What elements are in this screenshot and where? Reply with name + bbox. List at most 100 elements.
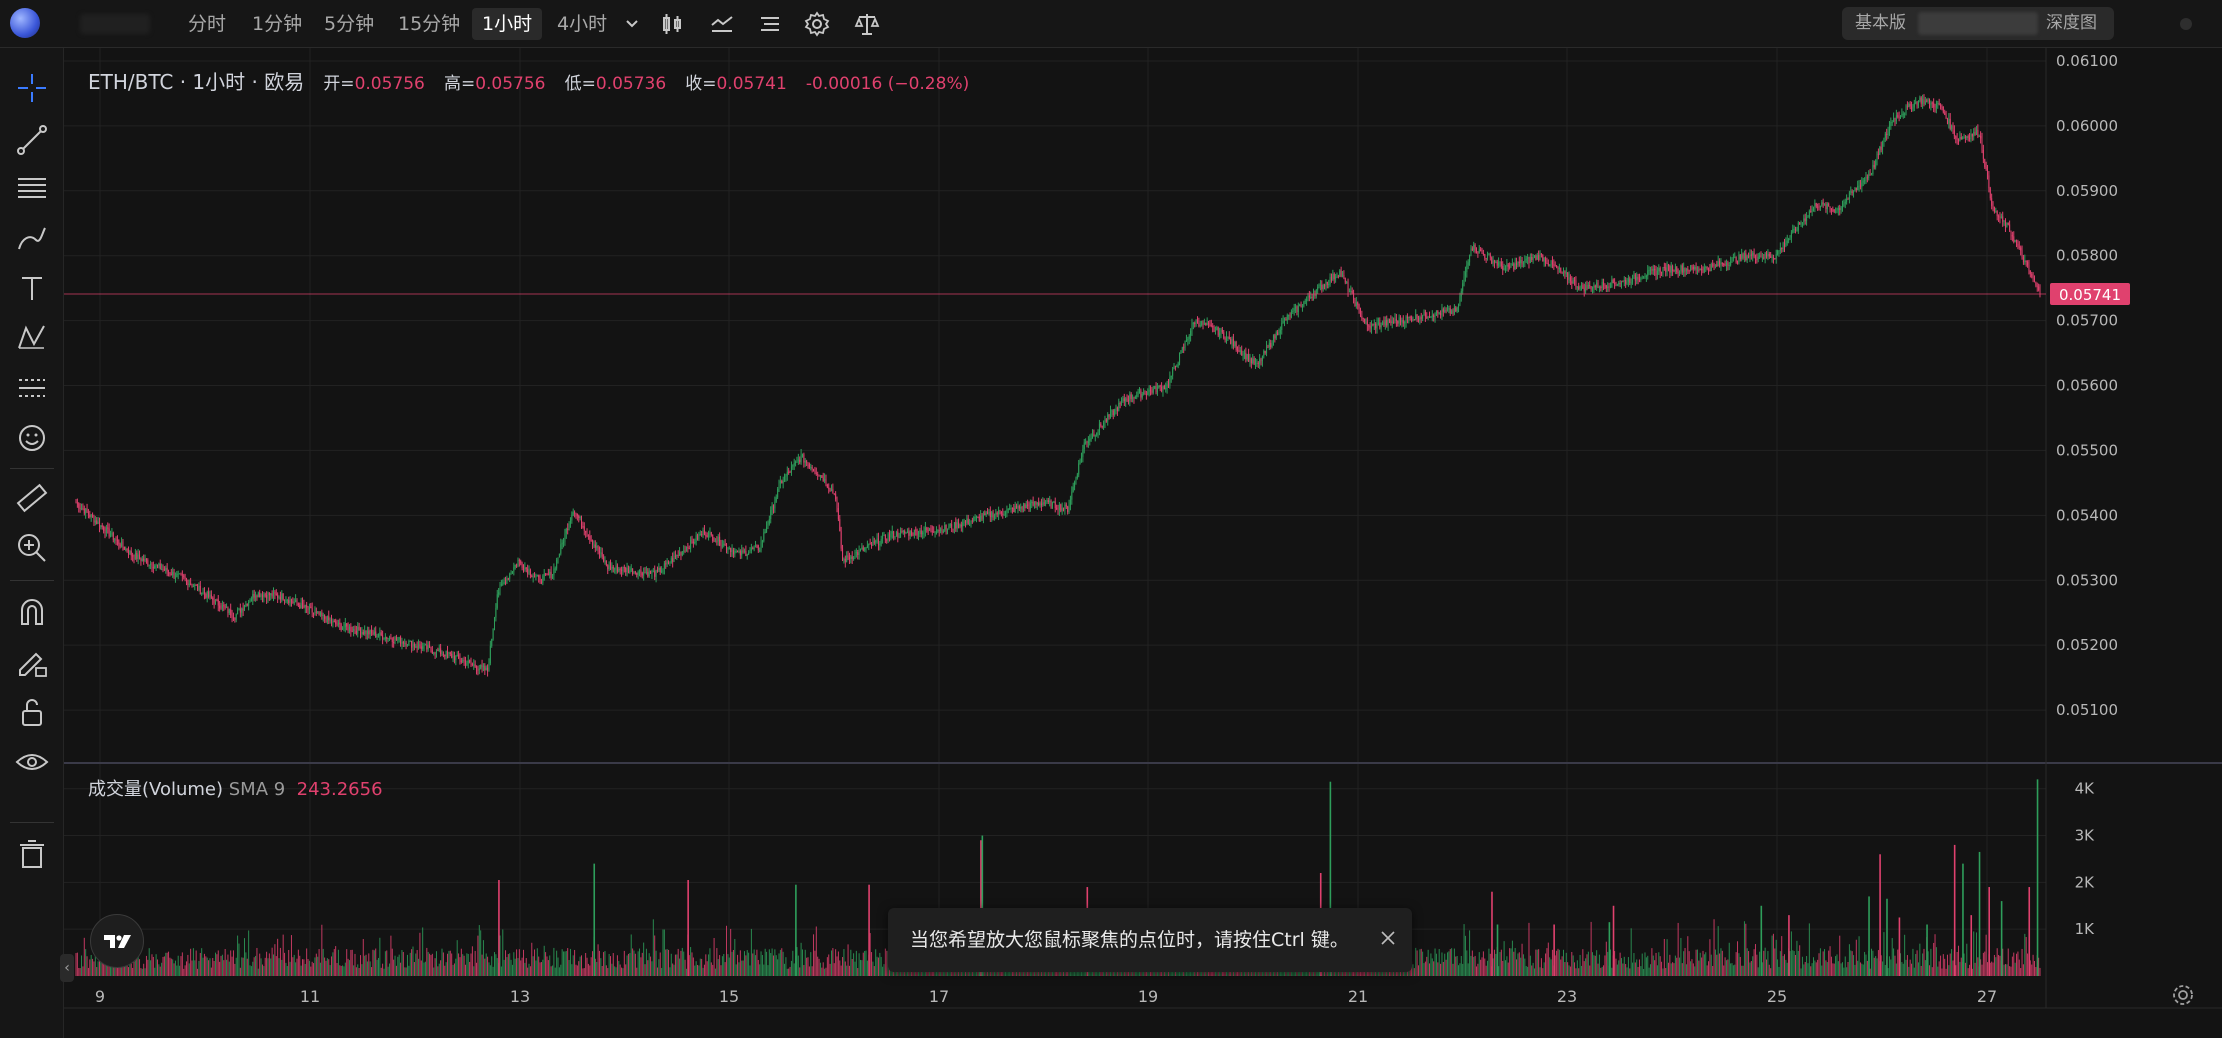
candle-body xyxy=(1604,285,1606,287)
pattern-icon[interactable] xyxy=(14,320,50,356)
app-logo[interactable] xyxy=(10,8,40,38)
candle-body xyxy=(86,508,88,513)
candle-body xyxy=(673,555,675,562)
price-chart[interactable]: 0.057410.061000.060000.059000.058000.057… xyxy=(64,48,2222,1038)
zoom-in-icon[interactable] xyxy=(14,530,50,566)
candle-body xyxy=(561,542,563,545)
indicators-icon[interactable] xyxy=(708,10,736,38)
candle-body xyxy=(1431,315,1433,317)
candle-body xyxy=(1996,211,1998,217)
candle-body xyxy=(630,568,632,571)
volume-bar xyxy=(408,965,410,976)
candle-body xyxy=(557,557,559,560)
candle-body xyxy=(687,547,689,549)
trendline-icon[interactable] xyxy=(14,122,50,158)
crosshair-icon[interactable] xyxy=(14,70,50,106)
candle-body xyxy=(1453,307,1455,314)
candle-body xyxy=(1962,137,1964,140)
volume-bar xyxy=(76,952,78,976)
volume-bar xyxy=(1604,955,1606,976)
timeframe-1min[interactable]: 1分钟 xyxy=(252,13,303,35)
trash-icon[interactable] xyxy=(14,836,50,872)
forecast-icon[interactable] xyxy=(14,370,50,406)
close-icon[interactable] xyxy=(1378,928,1398,948)
volume-bar xyxy=(227,954,229,976)
chart-settings-icon[interactable] xyxy=(2170,982,2196,1008)
volume-bar xyxy=(418,958,420,976)
view-depth-tab[interactable]: 深度图 xyxy=(2046,13,2097,33)
candle-body xyxy=(1105,419,1107,422)
timeframe-15min[interactable]: 15分钟 xyxy=(398,13,461,35)
chevron-down-icon[interactable] xyxy=(618,10,642,38)
candle-body xyxy=(296,599,298,604)
candle-body xyxy=(1249,358,1251,362)
volume-bar xyxy=(85,949,87,976)
volume-bar xyxy=(1721,950,1723,976)
candle-body xyxy=(427,645,429,650)
candle-body xyxy=(1451,310,1453,314)
timeframe-fenshi[interactable]: 分时 xyxy=(188,13,227,35)
candle-body xyxy=(922,532,924,535)
collapse-toolbar-button[interactable]: ‹ xyxy=(60,954,74,982)
candle-body xyxy=(1615,284,1617,286)
candles-icon[interactable] xyxy=(658,10,686,38)
magnet-icon[interactable] xyxy=(14,594,50,630)
text-icon[interactable] xyxy=(14,270,50,306)
candle-body xyxy=(362,632,364,634)
lock-draw-icon[interactable] xyxy=(14,644,50,680)
candle-body xyxy=(723,543,725,546)
candle-body xyxy=(173,571,175,578)
candle-body xyxy=(1049,500,1051,502)
candle-body xyxy=(1984,158,1986,167)
emoji-icon[interactable] xyxy=(14,420,50,456)
timeframe-5min[interactable]: 5分钟 xyxy=(324,13,375,35)
candle-body xyxy=(877,538,879,546)
volume-bar xyxy=(1641,953,1643,976)
volume-bar xyxy=(596,961,598,976)
candle-body xyxy=(661,570,663,573)
view-basic-tab[interactable]: 基本版 xyxy=(1855,13,1906,33)
volume-bar xyxy=(112,964,114,976)
candle-body xyxy=(764,531,766,533)
volume-bar xyxy=(2027,953,2029,976)
timeframe-1h[interactable]: 1小时 xyxy=(472,8,543,40)
compare-icon[interactable] xyxy=(853,10,881,38)
volume-bar xyxy=(714,968,716,976)
volume-bar xyxy=(174,960,176,976)
volume-bar xyxy=(1464,935,1466,976)
volume-bar xyxy=(1890,959,1892,976)
candle-body xyxy=(176,573,178,577)
ruler-icon[interactable] xyxy=(14,480,50,516)
candle-body xyxy=(1818,206,1820,208)
tradingview-logo[interactable] xyxy=(90,914,144,968)
candle-body xyxy=(351,631,353,633)
candle-body xyxy=(1172,369,1174,376)
candle-body xyxy=(377,635,379,637)
candle-body xyxy=(568,523,570,530)
volume-bar xyxy=(161,962,163,976)
eye-icon[interactable] xyxy=(14,744,50,780)
volume-bar xyxy=(505,950,507,976)
brush-icon[interactable] xyxy=(14,220,50,256)
volume-bar xyxy=(1872,950,1874,976)
volume-bar xyxy=(1417,965,1419,976)
volume-bar xyxy=(1934,934,1936,976)
candle-body xyxy=(282,593,284,600)
volume-bar xyxy=(1521,943,1523,976)
candle-body xyxy=(1402,320,1404,324)
candle-body xyxy=(1688,270,1690,272)
settings-icon[interactable] xyxy=(803,10,831,38)
unlock-icon[interactable] xyxy=(14,694,50,730)
candle-body xyxy=(1539,253,1541,260)
volume-bar xyxy=(525,958,527,976)
layout-icon[interactable] xyxy=(756,10,784,38)
candle-body xyxy=(988,511,990,514)
volume-bar xyxy=(510,959,512,976)
fib-icon[interactable] xyxy=(14,170,50,206)
candle-body xyxy=(1709,269,1711,272)
blurred-option[interactable] xyxy=(1918,12,2038,35)
candle-body xyxy=(1261,356,1263,362)
candle-body xyxy=(143,558,145,561)
candle-body xyxy=(1550,260,1552,266)
timeframe-4h[interactable]: 4小时 xyxy=(557,13,608,35)
